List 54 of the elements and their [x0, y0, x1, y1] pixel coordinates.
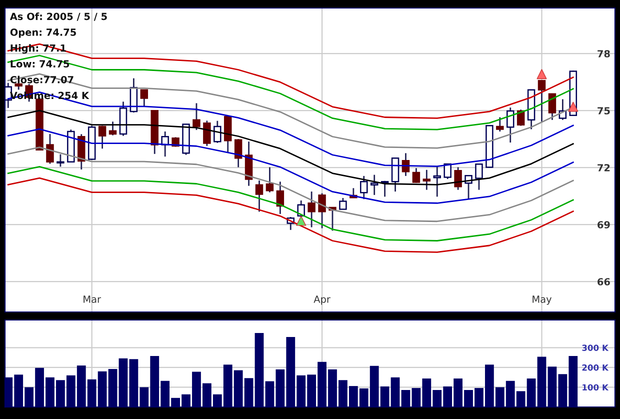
- candlestick: [370, 174, 378, 196]
- x-tick-label: Apr: [314, 296, 330, 305]
- y-tick-label: 69: [598, 221, 610, 228]
- y-tick-label: 200 K: [582, 364, 609, 371]
- candlestick: [98, 125, 106, 150]
- y-tick-label: 75: [598, 107, 610, 114]
- candlestick: [214, 120, 222, 144]
- candlestick: [412, 167, 420, 184]
- line-series: [7, 146, 574, 222]
- candlestick: [496, 116, 504, 132]
- candlestick: [140, 89, 148, 108]
- y-tick-label: 72: [598, 164, 610, 172]
- point: [296, 216, 306, 226]
- candlestick: [360, 175, 368, 200]
- candlestick: [318, 192, 326, 229]
- line-series: [7, 166, 574, 242]
- line-series: [7, 128, 574, 204]
- line-series: [7, 43, 574, 119]
- candlestick: [475, 163, 483, 191]
- candlestick: [308, 190, 316, 228]
- candlestick: [224, 116, 232, 154]
- candlestick: [548, 92, 556, 121]
- annotation: Low: 74.75: [10, 60, 70, 68]
- candlestick: [234, 138, 242, 168]
- candlestick: [391, 157, 400, 192]
- line-series: [7, 177, 574, 253]
- annotation: As Of: 2005 / 5 / 5: [10, 12, 107, 21]
- candlestick: [454, 166, 462, 191]
- y-tick-label: 66: [598, 278, 610, 286]
- candlestick: [56, 154, 64, 168]
- y-tick-label: 300 K: [582, 344, 609, 351]
- annotation: Close:77.07: [10, 76, 74, 84]
- candlestick: [538, 80, 546, 122]
- candlestick: [203, 120, 211, 147]
- annotation: Open: 74.75: [10, 28, 76, 38]
- candlestick: [255, 180, 264, 212]
- y-tick-label: 78: [598, 50, 610, 58]
- candlestick: [192, 102, 200, 131]
- y-tick-label: 100 K: [582, 384, 609, 391]
- x-tick-label: May: [532, 296, 552, 305]
- candlestick: [422, 169, 431, 191]
- point: [536, 69, 547, 80]
- line-series: [7, 54, 574, 130]
- candlestick: [444, 163, 452, 180]
- x-tick-label: Mar: [84, 296, 102, 303]
- candlestick: [433, 166, 441, 198]
- point: [568, 102, 578, 112]
- candlestick: [108, 120, 117, 136]
- candlestick: [46, 133, 54, 164]
- candlestick: [506, 106, 514, 144]
- candlestick: [339, 197, 347, 210]
- line-series: [7, 110, 574, 186]
- candlestick: [266, 166, 274, 193]
- candlestick: [161, 130, 169, 158]
